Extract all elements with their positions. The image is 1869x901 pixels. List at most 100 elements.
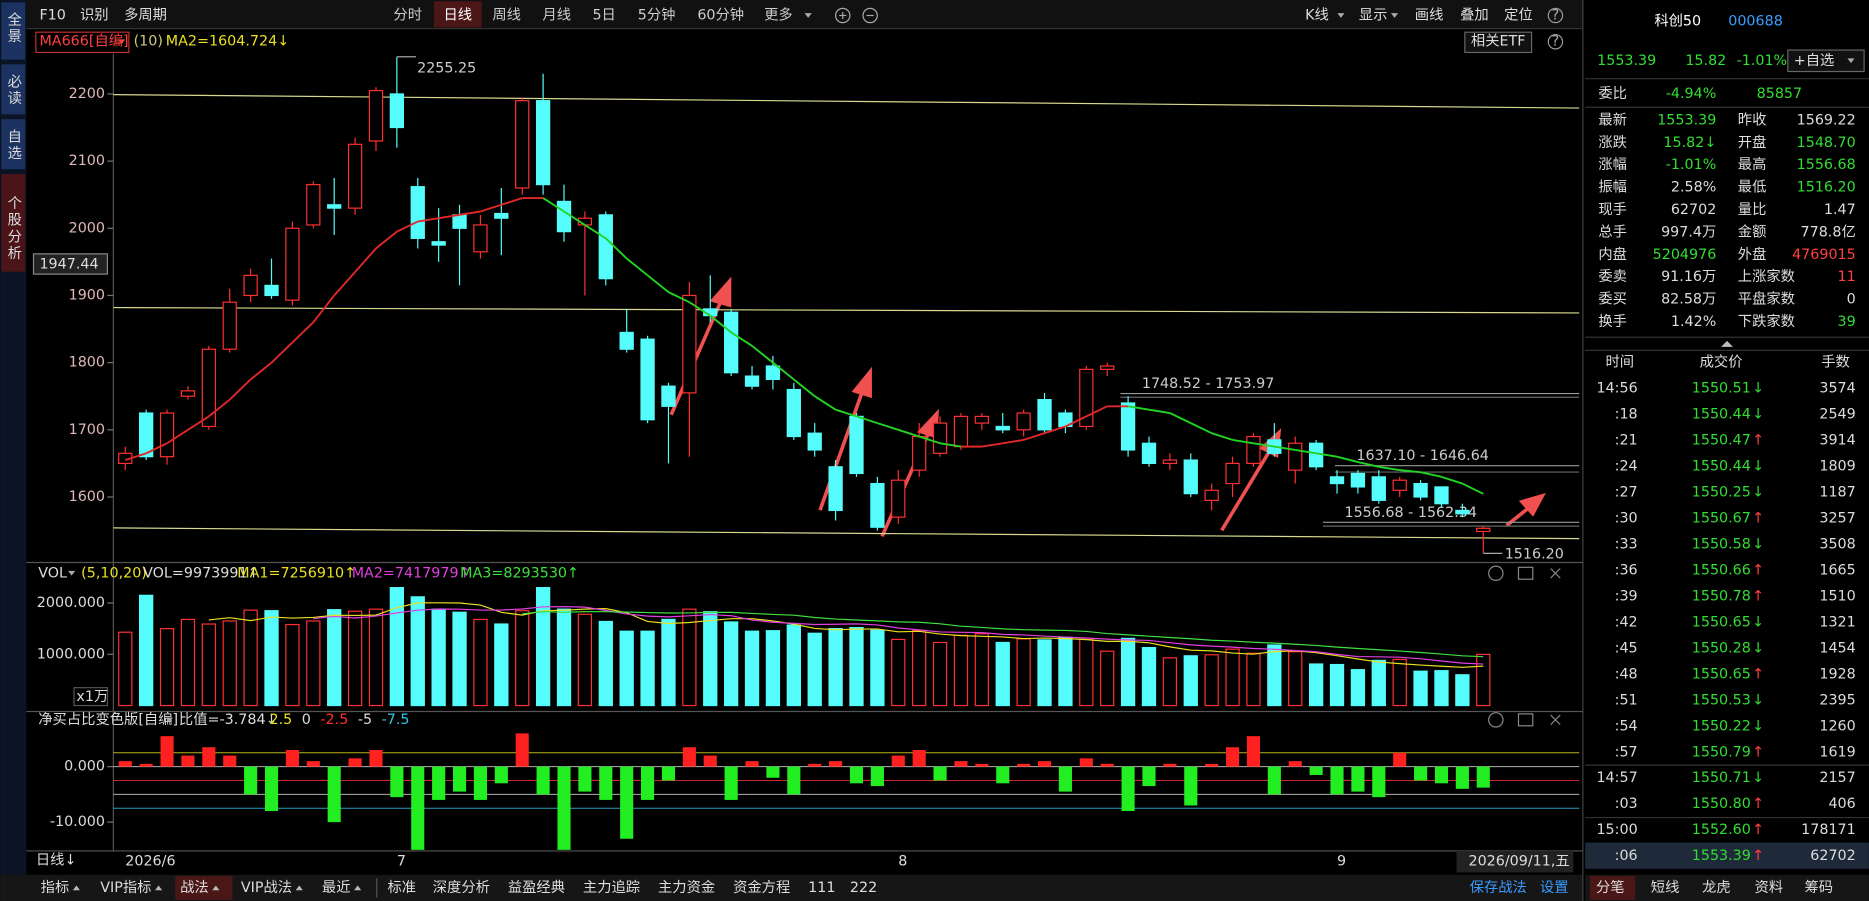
- toolbar-button[interactable]: 画线: [1415, 6, 1444, 23]
- toolbar-button[interactable]: K线: [1305, 6, 1329, 23]
- menu-icon[interactable]: [295, 885, 303, 891]
- strategy-button[interactable]: 222: [850, 880, 877, 896]
- candle-body: [389, 93, 405, 129]
- candle-body: [473, 224, 488, 253]
- toolbar-button[interactable]: 定位: [1504, 6, 1533, 23]
- toolbar-button[interactable]: 叠加: [1460, 6, 1489, 23]
- strategy-button[interactable]: 资金方程: [733, 879, 790, 896]
- volume-label[interactable]: VOL: [38, 565, 67, 581]
- menu-button[interactable]: 战法: [180, 879, 209, 896]
- zoom-icons[interactable]: [834, 7, 878, 24]
- tick-price: 1550.25: [1692, 484, 1751, 500]
- strategy-button[interactable]: 益盈经典: [508, 879, 565, 896]
- toolbar-button[interactable]: 多周期: [124, 6, 167, 23]
- strategy-button[interactable]: 深度分析: [433, 879, 490, 896]
- period-button[interactable]: 5日: [592, 7, 615, 23]
- period-button[interactable]: 5分钟: [638, 6, 676, 23]
- netbuy-bar: [1351, 766, 1365, 792]
- etf-button[interactable]: [1464, 31, 1533, 54]
- period-button[interactable]: 日线: [443, 6, 472, 23]
- tick-time: :21: [1615, 432, 1638, 448]
- menu-icon[interactable]: [155, 885, 163, 891]
- volume-bar: [1141, 647, 1157, 707]
- candle-body: [891, 479, 906, 518]
- menu-button[interactable]: 最近: [322, 879, 351, 896]
- candle-body: [1329, 476, 1345, 485]
- menu-button[interactable]: VIP战法: [241, 879, 292, 896]
- help-label[interactable]: ?: [1552, 34, 1560, 50]
- menu-icon[interactable]: [212, 885, 220, 891]
- sidebar-button[interactable]: [1, 119, 26, 170]
- volume-bar: [327, 609, 342, 707]
- tab[interactable]: 分笔: [1596, 879, 1625, 896]
- watch-button[interactable]: [1787, 49, 1865, 73]
- dropdown-icon[interactable]: [1390, 13, 1399, 18]
- dropdown-icon[interactable]: [165, 717, 173, 723]
- strategy-button[interactable]: 主力追踪: [583, 879, 640, 896]
- period-button[interactable]: 更多: [764, 6, 793, 23]
- toolbar-button[interactable]: F10: [39, 7, 65, 23]
- strategy-button[interactable]: 标准: [387, 879, 416, 896]
- strategy-button[interactable]: 111: [808, 880, 835, 896]
- collapse-icon[interactable]: [1721, 340, 1734, 347]
- period-button[interactable]: 月线: [542, 6, 571, 23]
- tick-volume: 3574: [1819, 381, 1855, 397]
- toolbar-button[interactable]: 识别: [80, 6, 109, 23]
- volume-bar: [1183, 655, 1198, 707]
- volume-bar: [431, 608, 446, 707]
- strategy-button[interactable]: 主力资金: [658, 879, 715, 896]
- menu-button[interactable]: VIP指标: [100, 879, 151, 896]
- indicator-box[interactable]: [35, 31, 130, 54]
- netbuy-title[interactable]: 净买占比变色版[自编]: [38, 711, 178, 728]
- dropdown-icon[interactable]: [68, 570, 76, 576]
- menu-icon[interactable]: [354, 885, 362, 891]
- tick-volume: 1928: [1819, 666, 1855, 682]
- sidebar-button[interactable]: [1, 64, 26, 115]
- period-button[interactable]: 60分钟: [697, 6, 744, 23]
- help-label[interactable]: ?: [1552, 7, 1560, 23]
- tab[interactable]: 龙虎: [1702, 879, 1731, 896]
- panel-icons[interactable]: [1488, 565, 1561, 728]
- watch-label[interactable]: +自选: [1794, 52, 1835, 69]
- sidebar-label[interactable]: 必读: [5, 73, 21, 107]
- volume-bar: [1079, 638, 1094, 707]
- dropdown-icon[interactable]: [118, 39, 126, 45]
- etf-label[interactable]: 相关ETF: [1471, 33, 1526, 50]
- x-tick-label: 2026/6: [125, 854, 175, 870]
- ma-line: [1253, 442, 1275, 448]
- row-value: 15.82↓: [1663, 135, 1716, 151]
- row-value: 778.8亿: [1801, 223, 1856, 240]
- menu-button[interactable]: 指标: [41, 879, 70, 896]
- action-button[interactable]: 保存战法: [1470, 879, 1527, 896]
- volume-bar: [1058, 636, 1073, 707]
- toolbar-button[interactable]: 显示: [1359, 7, 1388, 23]
- sidebar-label[interactable]: 自选: [5, 128, 21, 162]
- sidebar-label[interactable]: 个股分析: [5, 195, 21, 262]
- sidebar-button[interactable]: [1, 2, 26, 60]
- tick-volume: 1260: [1819, 718, 1855, 734]
- tick-volume: 1665: [1819, 562, 1855, 578]
- period-label[interactable]: 日线↓: [36, 851, 77, 868]
- dropdown-icon[interactable]: [1337, 13, 1345, 18]
- tab[interactable]: 资料: [1754, 879, 1783, 896]
- sidebar-label[interactable]: 全景: [5, 11, 21, 46]
- netbuy-bar: [536, 766, 550, 795]
- help-icon[interactable]: [1547, 7, 1564, 24]
- help-icon[interactable]: [1547, 33, 1564, 50]
- netbuy-bar: [766, 766, 780, 778]
- indicator-name[interactable]: MA666[自编]: [39, 33, 128, 50]
- netbuy-bar: [1288, 761, 1302, 767]
- period-button[interactable]: 周线: [492, 6, 521, 23]
- volume-bar: [159, 628, 175, 707]
- sidebar-button[interactable]: [1, 174, 26, 272]
- ma-line: [1085, 405, 1108, 418]
- action-button[interactable]: 设置: [1540, 879, 1569, 896]
- row-label: 最低: [1738, 179, 1767, 196]
- menu-icon[interactable]: [72, 885, 80, 891]
- period-button[interactable]: 分时: [393, 6, 422, 23]
- dropdown-icon[interactable]: [804, 13, 812, 18]
- tab[interactable]: 短线: [1651, 879, 1680, 896]
- tab[interactable]: 筹码: [1805, 879, 1834, 896]
- dropdown-icon[interactable]: [1847, 58, 1855, 64]
- volume-bar: [1246, 652, 1261, 707]
